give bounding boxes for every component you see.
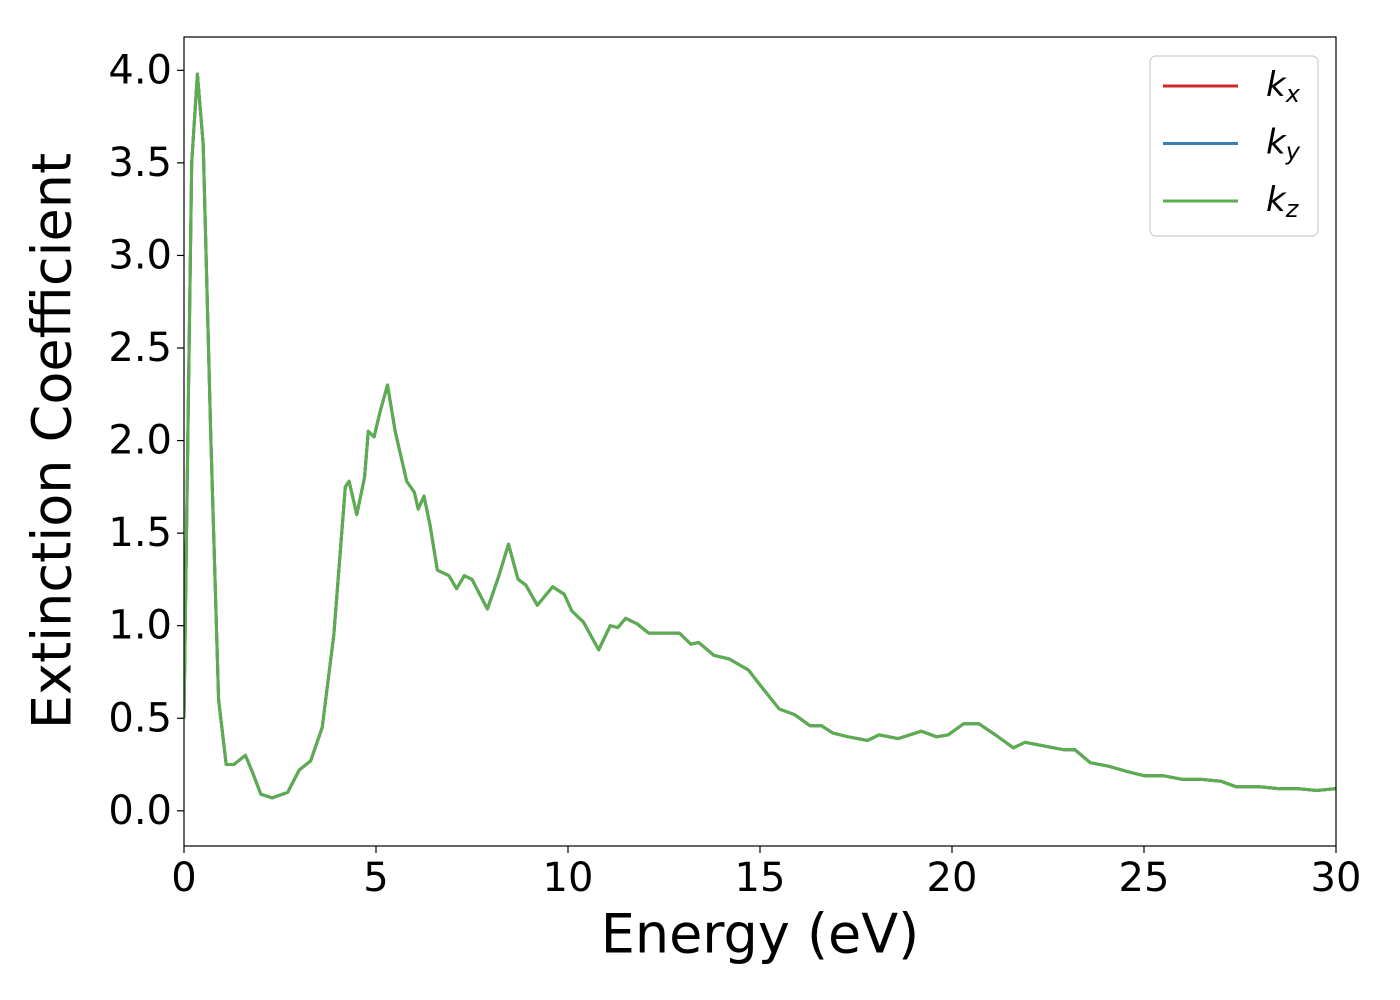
y-axis-label: Extinction Coefficient [21, 153, 84, 729]
x-tick-label: 15 [735, 855, 786, 901]
y-tick-label: 0.5 [108, 695, 172, 741]
y-tick-label: 3.0 [108, 232, 172, 278]
line-series [184, 72, 1336, 800]
y-tick-label: 3.5 [108, 140, 172, 186]
legend-label: kz [1266, 180, 1300, 224]
y-tick-label: 1.0 [108, 603, 172, 649]
y-tick-label: 2.5 [108, 325, 172, 371]
legend-box [1149, 55, 1319, 237]
x-tick-label: 5 [363, 855, 388, 901]
plot-frame [183, 36, 1337, 847]
x-tick-label: 0 [171, 855, 196, 901]
y-tick-label: 0.0 [108, 788, 172, 834]
y-tick-label: 2.0 [108, 418, 172, 464]
x-tick-label: 30 [1311, 855, 1362, 901]
legend-label: ky [1266, 122, 1301, 166]
x-tick-label: 10 [543, 855, 594, 901]
y-tick-label: 1.5 [108, 510, 172, 556]
x-tick-label: 20 [927, 855, 978, 901]
legend-label: kx [1266, 65, 1301, 109]
y-tick-label: 4.0 [108, 47, 172, 93]
x-tick-label: 25 [1119, 855, 1170, 901]
x-axis-label: Energy (eV) [601, 903, 920, 966]
